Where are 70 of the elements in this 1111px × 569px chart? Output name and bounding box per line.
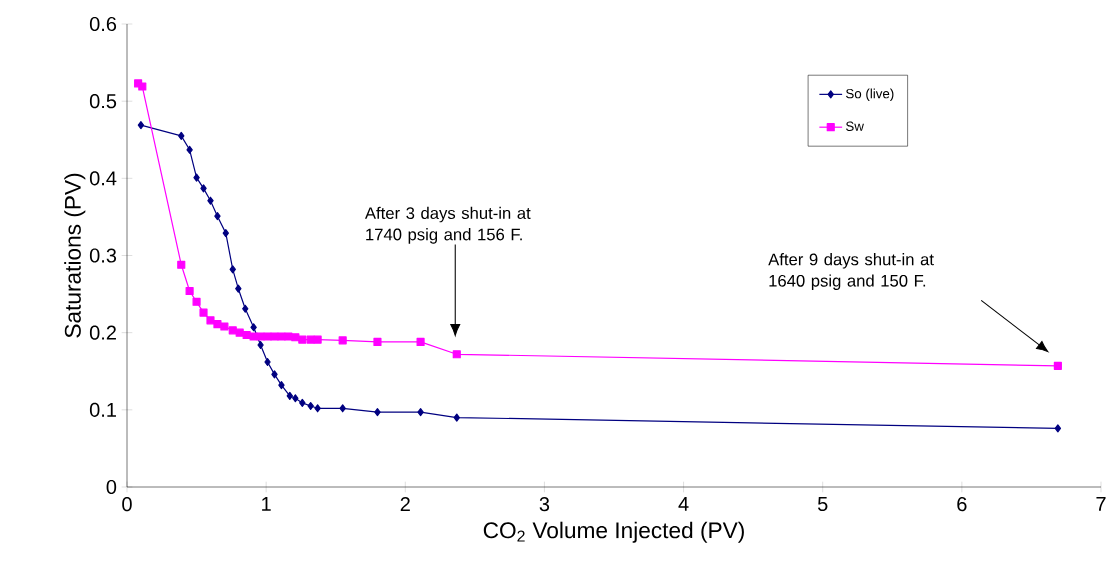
point — [264, 357, 271, 367]
annotation: After 3 days shut-in at 1740 psig and 156 F. — [364, 206, 531, 244]
point — [306, 335, 315, 344]
point — [228, 326, 237, 335]
y-tick-label: 0.6 — [89, 16, 117, 32]
y-tick-label: 0.2 — [89, 325, 116, 340]
point — [235, 284, 242, 293]
point — [1053, 361, 1062, 370]
point — [177, 260, 186, 269]
annotation: After 9 days shut-in at 1640 psig and 150 F. — [768, 253, 934, 290]
x-tick-label: 1 — [262, 497, 271, 511]
x-tick-label: 6 — [957, 497, 967, 512]
point — [313, 335, 322, 344]
point — [417, 408, 424, 417]
point — [374, 408, 381, 417]
legend-label: So (live) — [846, 88, 894, 101]
y-tick-label: 0 — [106, 479, 117, 495]
point — [314, 404, 321, 413]
point — [284, 332, 293, 341]
point — [206, 316, 215, 325]
point — [292, 394, 299, 403]
point — [263, 332, 272, 341]
point — [416, 337, 425, 346]
y-tick-label: 0.3 — [89, 248, 117, 263]
point — [270, 332, 279, 341]
point — [338, 336, 347, 345]
x-tick-label: 3 — [539, 497, 550, 512]
point — [286, 391, 293, 401]
point — [339, 404, 346, 413]
x-tick-label: 5 — [817, 497, 828, 511]
point — [199, 308, 208, 317]
point — [186, 145, 193, 154]
point — [200, 184, 207, 193]
point — [222, 229, 229, 238]
point — [242, 304, 249, 313]
point — [271, 370, 278, 379]
point — [213, 320, 222, 329]
x-tick-label: 4 — [678, 497, 689, 511]
point — [307, 401, 314, 411]
legend-label: Sw — [846, 121, 864, 131]
point — [257, 340, 264, 350]
point — [138, 82, 147, 91]
point — [278, 381, 285, 390]
point — [137, 121, 145, 130]
point — [193, 173, 200, 182]
x-tick-label: 0 — [122, 497, 132, 512]
point — [1054, 424, 1062, 433]
point — [453, 413, 460, 422]
y-tick-label: 0.1 — [89, 402, 116, 417]
point — [214, 212, 221, 221]
y-tick-label: 0.5 — [89, 94, 117, 109]
point — [185, 286, 194, 296]
x-tick-label: 7 — [1096, 497, 1106, 511]
point — [250, 323, 257, 332]
y-axis-title: Saturations (PV) — [64, 173, 86, 338]
point — [291, 333, 300, 342]
point — [299, 398, 306, 407]
point — [207, 196, 214, 205]
point — [277, 332, 286, 341]
point — [256, 332, 265, 341]
y-tick-label: 0.4 — [89, 171, 117, 186]
point — [178, 131, 185, 140]
point — [373, 337, 382, 346]
point — [192, 297, 201, 306]
x-tick-label: 2 — [400, 497, 410, 512]
point — [229, 265, 236, 274]
point — [298, 335, 307, 344]
x-axis-title: CO$_{2}$ Volume Injected (PV) — [483, 521, 744, 543]
point — [220, 322, 229, 331]
point — [452, 350, 461, 359]
